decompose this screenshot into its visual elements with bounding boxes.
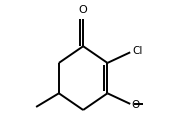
Text: O: O	[79, 5, 87, 15]
Text: O: O	[131, 100, 139, 110]
Text: Cl: Cl	[132, 46, 143, 56]
